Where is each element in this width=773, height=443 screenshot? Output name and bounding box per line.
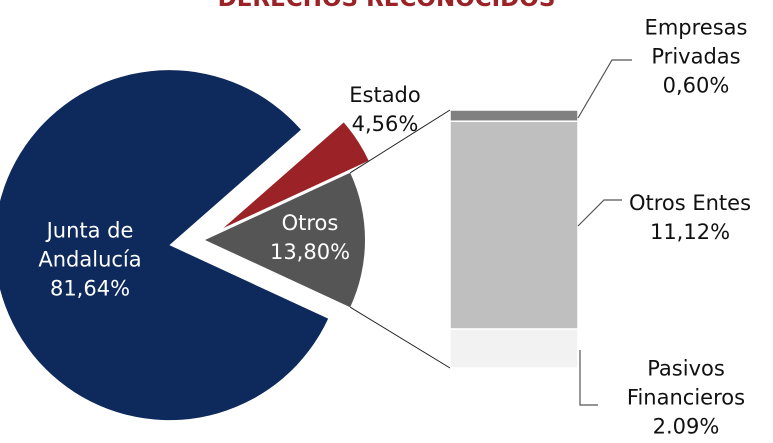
bar-label: Otros Entes 11,12% — [600, 189, 773, 247]
bar-segment — [449, 328, 579, 369]
leader-line — [579, 350, 598, 406]
value-label: 11,12% — [649, 220, 731, 244]
category-label: Pasivos Financieros — [626, 356, 746, 410]
connector-line — [349, 109, 451, 174]
category-label: Empresas Privadas — [644, 15, 748, 69]
value-label: 4,56% — [351, 112, 419, 136]
bar-segment — [449, 109, 579, 122]
bar-label: Empresas Privadas 0,60% — [634, 14, 759, 101]
value-label: 81,64% — [49, 276, 131, 301]
category-label: Estado — [349, 83, 421, 107]
value-label: 13,80% — [269, 240, 351, 264]
category-label: Otros Entes — [628, 191, 752, 215]
chart-title: DERECHOS RECONOCIDOS — [0, 0, 773, 12]
value-label: 2.09% — [652, 414, 720, 439]
value-label: 0,60% — [662, 73, 730, 98]
connector-line — [349, 306, 451, 369]
category-label: Junta de Andalucía — [38, 218, 142, 272]
slice-label: Estado 4,56% — [325, 81, 445, 139]
bar-label: Pasivos Financieros 2.09% — [606, 355, 766, 442]
pie-slice — [0, 70, 329, 421]
category-label: Otros — [281, 211, 339, 235]
slice-label: Junta de Andalucía 81,64% — [15, 217, 165, 304]
pie-slice — [223, 122, 369, 229]
pie-slice — [205, 172, 365, 308]
slice-label: Otros 13,80% — [250, 209, 370, 267]
leader-line — [577, 199, 622, 227]
bar-segment — [449, 120, 579, 330]
leader-line — [577, 59, 632, 119]
